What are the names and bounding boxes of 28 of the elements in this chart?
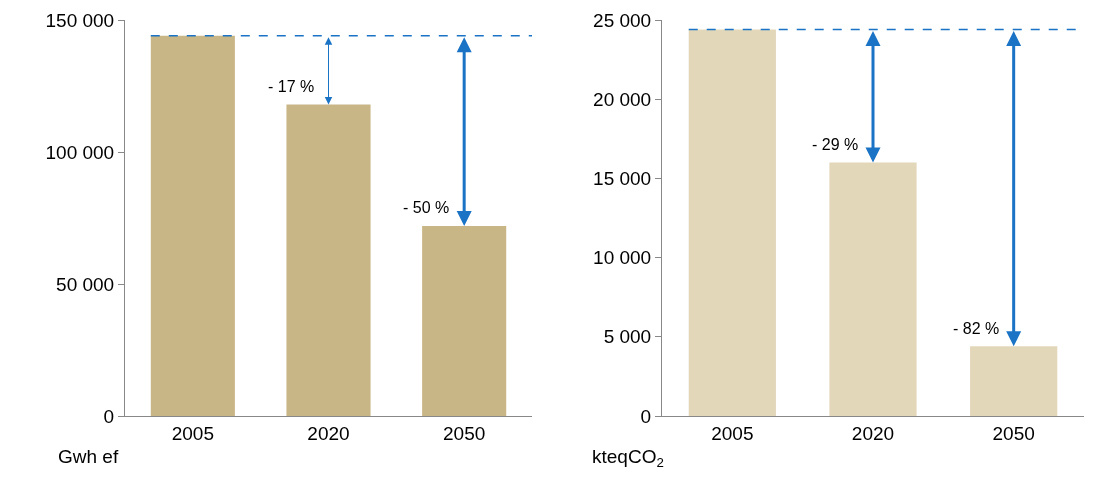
y-tick-label: 5 000 (603, 326, 652, 348)
bar (286, 104, 371, 416)
x-tick-label: 2020 (851, 422, 895, 444)
x-tick-label: 2050 (992, 422, 1035, 444)
x-tick-label: 2020 (307, 422, 350, 444)
bar (688, 29, 776, 416)
x-tick-label: 2005 (711, 422, 754, 444)
annotation: - 82 % (953, 320, 1000, 337)
x-tick-label: 2005 (171, 422, 214, 444)
y-axis-title: kteqCO$_{2}$ (592, 446, 664, 470)
y-axis-title: Gwh ef (58, 446, 119, 467)
y-tick-label: 150 000 (45, 9, 115, 31)
annotation: - 17 % (268, 78, 315, 95)
y-tick-label: 25 000 (593, 9, 652, 31)
y-tick-label: 15 000 (593, 168, 652, 190)
annotation: - 50 % (403, 199, 450, 216)
bar (150, 35, 235, 416)
y-tick-label: 0 (640, 405, 652, 427)
y-tick-label: 10 000 (593, 247, 652, 269)
bar (970, 346, 1058, 416)
y-tick-label: 20 000 (593, 88, 652, 110)
x-tick-label: 2050 (443, 422, 486, 444)
y-tick-label: 50 000 (56, 273, 115, 295)
y-tick-label: 0 (103, 405, 115, 427)
bar (422, 225, 507, 416)
annotation: - 29 % (812, 136, 859, 153)
y-tick-label: 100 000 (45, 141, 115, 163)
bar (829, 162, 917, 416)
